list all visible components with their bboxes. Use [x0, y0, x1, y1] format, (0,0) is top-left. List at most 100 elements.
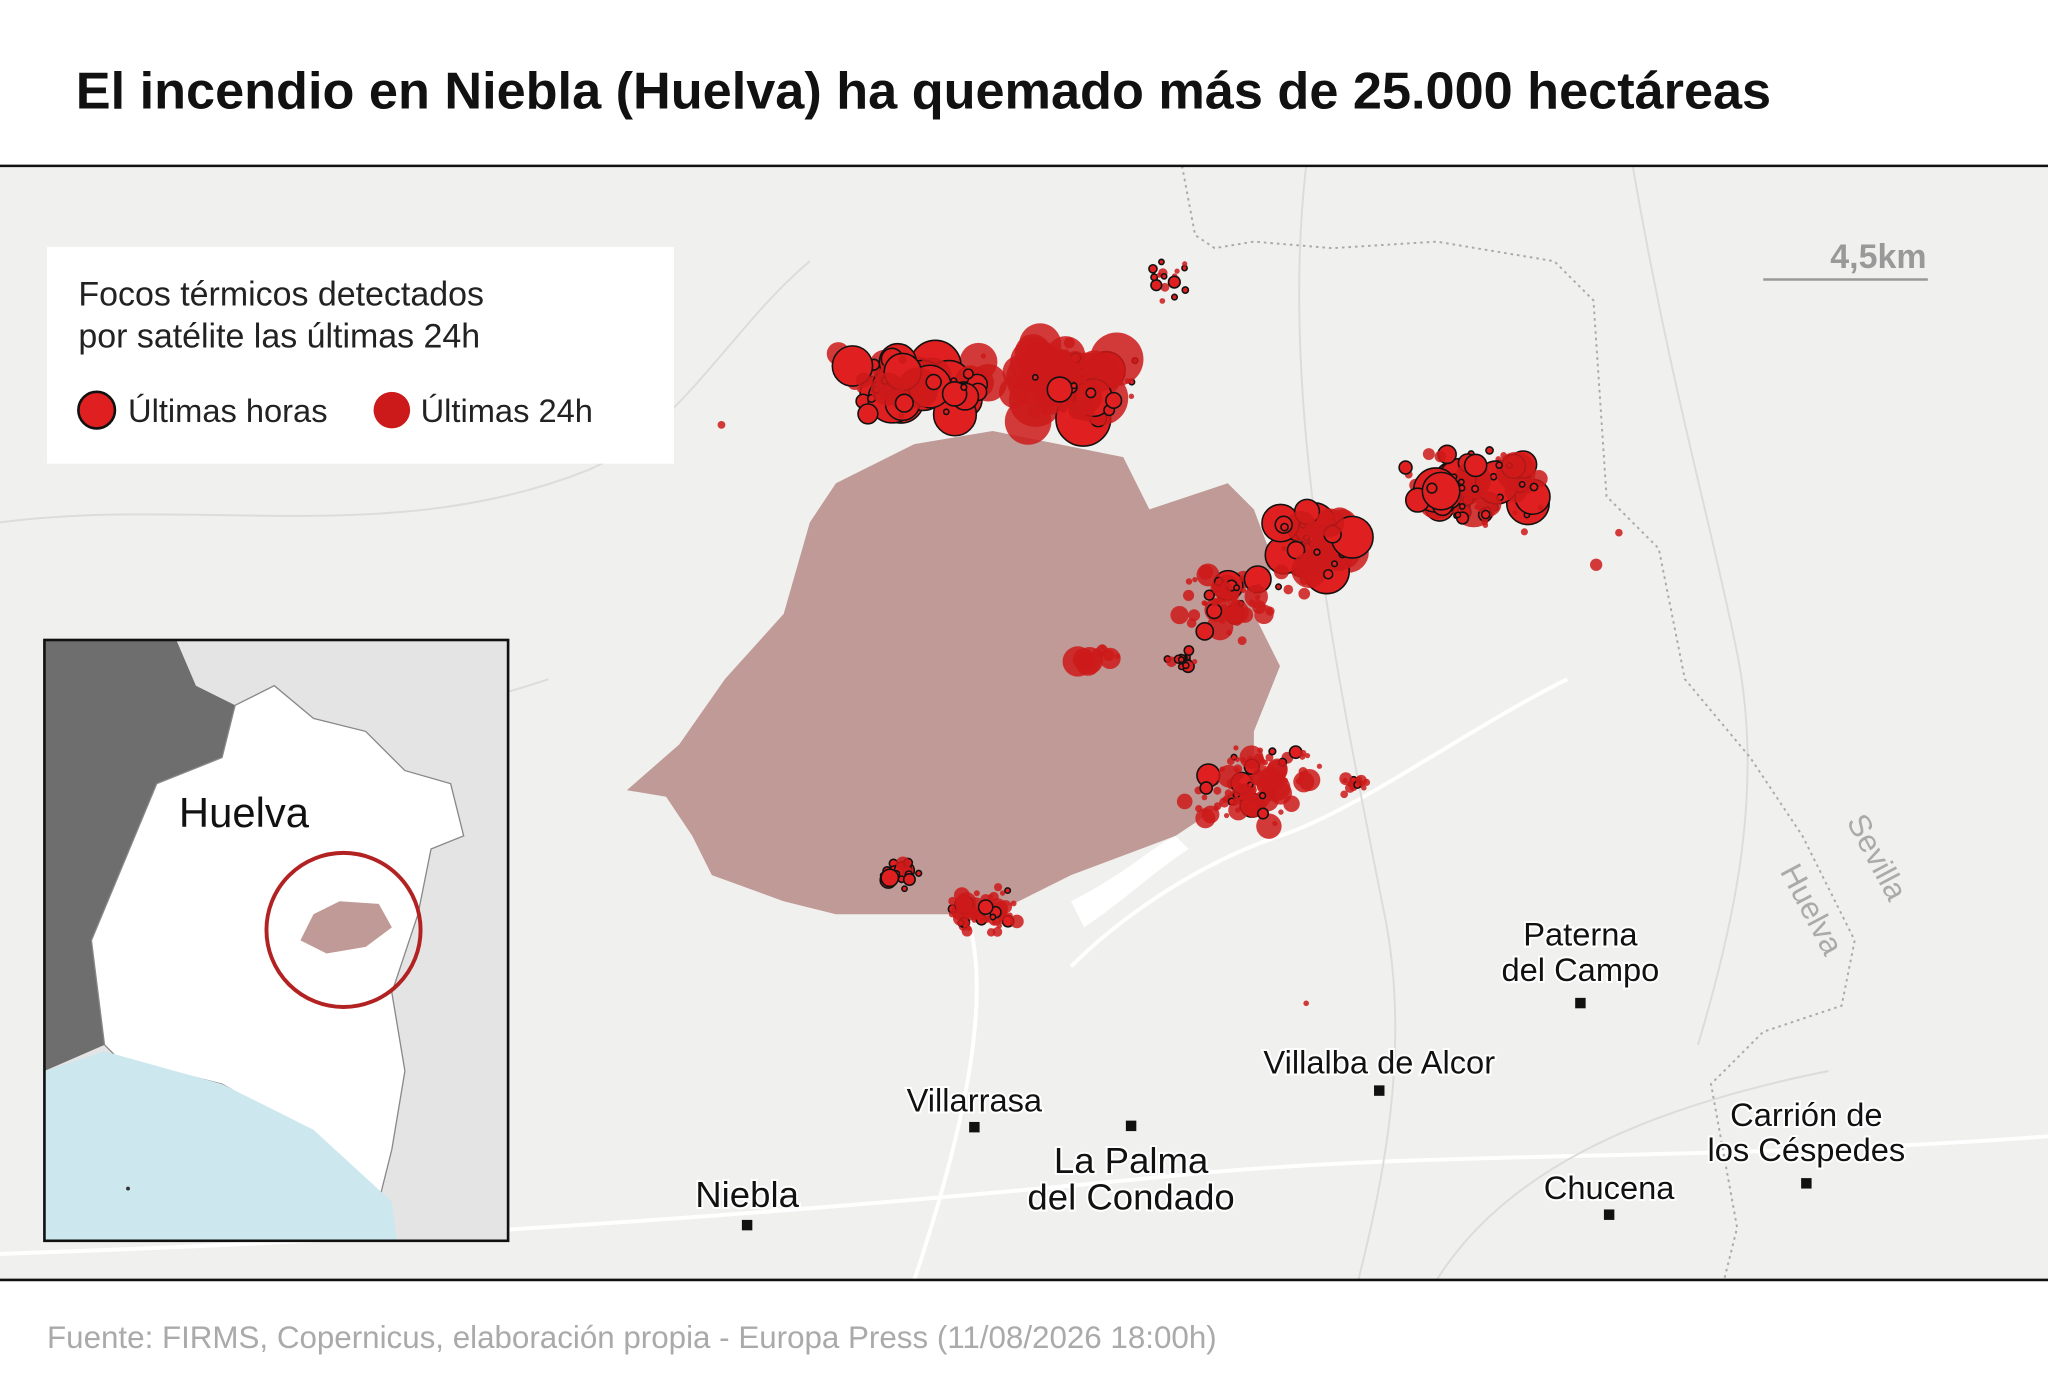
hotspot [986, 928, 996, 937]
hotspot [1458, 502, 1466, 510]
hotspot [1222, 797, 1228, 803]
hotspot [1291, 552, 1327, 588]
hotspot [1181, 286, 1190, 294]
road [1631, 165, 1749, 1046]
hotspot [1156, 272, 1163, 278]
hotspot [1174, 268, 1180, 274]
hotspot [996, 923, 1003, 929]
hotspot [1330, 560, 1339, 568]
hotspot [1316, 763, 1323, 769]
hotspot [1256, 777, 1270, 792]
hotspot [857, 386, 863, 393]
road [1298, 165, 1397, 1281]
hotspot [1045, 404, 1054, 413]
hotspot [1159, 298, 1166, 304]
legend-title: por satélite las últimas 24h [78, 317, 480, 355]
hotspot [1010, 914, 1024, 929]
inset-burned-area [300, 901, 392, 954]
hotspot [1031, 373, 1039, 381]
hotspot [1105, 391, 1123, 410]
hotspot [983, 915, 991, 923]
hotspot [1150, 279, 1163, 292]
hotspot [925, 373, 942, 391]
hotspot [1167, 275, 1181, 289]
hotspot [1280, 522, 1289, 532]
legend-item: Últimas 24h [421, 392, 593, 429]
hotspot [1315, 508, 1345, 538]
hotspot [1313, 548, 1321, 556]
hotspot [1489, 472, 1498, 481]
hotspot [999, 890, 1006, 896]
hotspot [1422, 448, 1435, 461]
town-label: los Céspedes [1707, 1131, 1905, 1168]
hotspot [1237, 636, 1247, 646]
town-label: La Palma [1054, 1140, 1209, 1181]
town-label: Carrión de [1730, 1096, 1882, 1133]
hotspot [1160, 282, 1170, 292]
hotspot [989, 913, 997, 921]
hotspot [1258, 791, 1267, 800]
hotspot [1232, 796, 1241, 805]
hotspot [1283, 584, 1294, 595]
hotspot [1226, 629, 1232, 636]
inset-portugal [44, 639, 236, 1072]
hotspot [1520, 528, 1528, 536]
town-label: Villarrasa [907, 1081, 1043, 1118]
town-label: del Condado [1027, 1176, 1234, 1217]
hotspot [1063, 337, 1075, 349]
hotspot [880, 868, 900, 888]
hotspot [1463, 453, 1488, 478]
hotspot [953, 910, 969, 926]
hotspot [1256, 813, 1282, 839]
hotspot [1102, 649, 1115, 662]
hotspot [1010, 900, 1017, 907]
hotspot [1233, 584, 1241, 592]
hotspot [1615, 528, 1623, 537]
hotspot [1199, 781, 1214, 795]
inset-frame [43, 638, 510, 1243]
hotspot [1590, 558, 1603, 571]
town-label: Villalba de Alcor [1263, 1044, 1495, 1081]
hotspot [1225, 598, 1231, 604]
inset-island [126, 1186, 130, 1191]
hotspot [1398, 460, 1413, 475]
hotspot [1192, 576, 1198, 583]
hotspot [1303, 1000, 1309, 1007]
hotspot [1240, 783, 1252, 795]
hotspot [1339, 565, 1345, 571]
hotspot [1457, 478, 1465, 486]
hotspot [1265, 606, 1275, 616]
town-marker [1125, 1120, 1137, 1132]
hotspot [1238, 575, 1246, 583]
hotspot [1182, 261, 1188, 267]
hotspot [1051, 355, 1057, 361]
hotspots [717, 258, 1623, 1007]
hotspot [1170, 293, 1179, 301]
hotspot [1085, 387, 1097, 399]
hotspot [1198, 565, 1214, 580]
hotspot [978, 917, 984, 923]
hotspot [1043, 376, 1050, 384]
hotspot [1471, 484, 1480, 493]
hotspot [1150, 273, 1159, 282]
hotspot [1182, 589, 1195, 601]
hotspot [1434, 450, 1447, 463]
hotspot [977, 899, 994, 916]
hotspot [1212, 588, 1218, 594]
hotspot [1421, 471, 1461, 511]
hotspot [1213, 786, 1222, 795]
hotspot [901, 885, 908, 893]
hotspot [1272, 820, 1278, 827]
town-marker [969, 1121, 980, 1133]
hotspot [898, 412, 905, 419]
hotspot [1211, 599, 1217, 606]
burned-area [626, 431, 1280, 915]
inset-map: Huelva [43, 638, 510, 1243]
town-label: del Campo [1501, 951, 1659, 988]
town-label: Niebla [695, 1174, 799, 1215]
hotspot [915, 869, 923, 877]
hotspot [1298, 775, 1305, 781]
hotspot [998, 376, 1031, 409]
hotspot [1485, 446, 1494, 455]
